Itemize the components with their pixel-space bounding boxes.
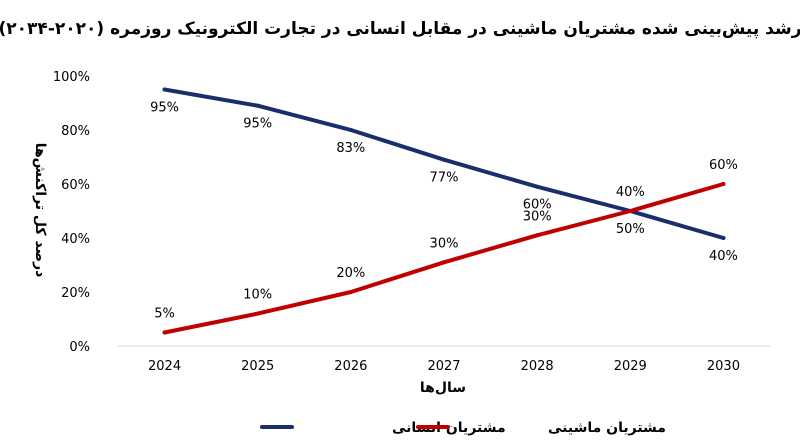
series-layer [162,87,726,335]
data-point [162,87,167,92]
x-tick-label: 2027 [427,359,460,374]
y-axis-title: درصد کل تراکنش‌ها [32,143,48,278]
data-label: 95% [243,117,272,132]
y-axis: 0% 20% 40% 60% 80% 100% [53,70,90,355]
data-point [255,311,260,316]
chart-title: رشد پیش‌بینی شده مشتریان ماشینی در مقابل… [0,19,800,39]
x-tick-label: 2029 [614,359,647,374]
x-tick-label: 2025 [241,359,274,374]
data-label: 50% [616,222,645,237]
x-tick-label: 2026 [334,359,367,374]
data-point [535,233,540,238]
y-tick-label: 100% [53,70,90,85]
legend-label-1: مشتریان ماشینی [548,420,666,436]
y-tick-label: 60% [61,178,90,193]
data-label: 95% [150,101,179,116]
data-point [535,184,540,189]
data-point [442,157,446,162]
data-label: 30% [430,236,459,251]
y-tick-label: 80% [61,124,90,139]
data-labels: 95% 95% 83% 77% 60% 50% 40% 5% 10% 20% 30% 30% 40% 60… [150,101,738,322]
data-point [348,128,353,132]
x-tick-label: 2030 [707,359,740,374]
data-label: 40% [709,249,738,264]
data-label: 77% [430,171,459,186]
series-line-1 [162,182,726,335]
data-point [442,260,446,265]
x-tick-label: 2028 [521,359,554,374]
data-label: 10% [243,288,272,303]
data-point [628,209,633,213]
data-label: 83% [336,141,365,156]
x-axis: 2024 2025 2026 2027 2028 2029 2030 [148,359,740,374]
data-point [348,290,353,294]
data-label: 20% [336,266,365,281]
data-point [162,330,167,335]
series-line-0 [162,87,726,240]
data-label: 30% [523,209,552,224]
y-tick-label: 0% [69,340,90,355]
y-tick-label: 20% [61,286,90,301]
legend: مشتریان انسانیمشتریان ماشینی [260,420,666,436]
data-label: 60% [709,158,738,173]
data-point [721,182,726,186]
data-label: 40% [616,185,645,200]
data-label: 60% [523,198,552,213]
data-point [721,236,726,240]
data-label: 5% [154,307,175,322]
x-tick-label: 2024 [148,359,181,374]
data-point [255,103,260,108]
y-tick-label: 40% [61,232,90,247]
x-axis-title: سال‌ها [420,380,466,396]
